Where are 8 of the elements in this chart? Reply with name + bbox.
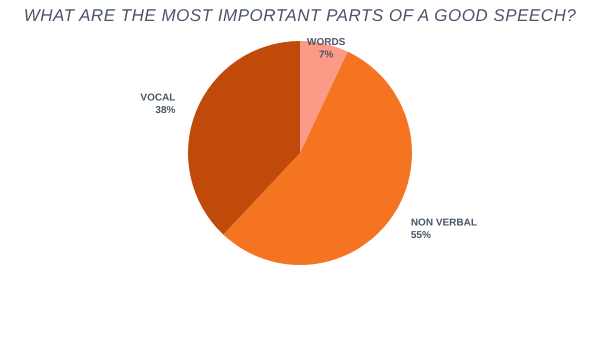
- chart-title: WHAT ARE THE MOST IMPORTANT PARTS OF A GOOD SPEECH?: [22, 6, 578, 26]
- pie-slice: [188, 41, 300, 235]
- data-label: 7%: [318, 49, 334, 60]
- pie-slice: [223, 52, 412, 265]
- data-label: 55%: [410, 230, 431, 241]
- slice-label: NON VERBAL: [410, 217, 477, 228]
- slice-label: VOCAL: [140, 92, 176, 104]
- data-label: 38%: [155, 105, 176, 116]
